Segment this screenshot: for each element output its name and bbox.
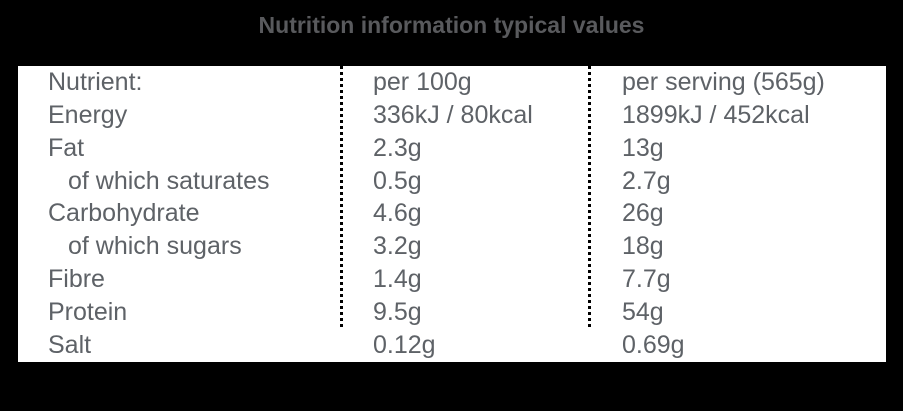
nutrient-cell: Protein (48, 298, 128, 327)
table-row: Fat 2.3g 13g (18, 132, 886, 165)
table-row: of which saturates 0.5g 2.7g (18, 165, 886, 198)
per-100g-cell: 336kJ / 80kcal (373, 100, 533, 129)
per-serving-cell: 26g (622, 199, 664, 228)
per-100g-cell: 1.4g (373, 265, 422, 294)
nutrient-cell: of which saturates (68, 166, 270, 195)
table-header-row: Nutrient: per 100g per serving (565g) (18, 66, 886, 99)
column-header-nutrient: Nutrient: (48, 67, 143, 96)
column-divider-dotted-1 (340, 66, 343, 329)
per-serving-cell: 1899kJ / 452kcal (622, 100, 810, 129)
per-100g-cell: 0.12g (373, 330, 436, 359)
table-row: Salt 0.12g 0.69g (18, 329, 886, 362)
per-serving-cell: 0.69g (622, 330, 685, 359)
nutrient-cell: Fat (48, 133, 85, 162)
nutrient-cell: Fibre (48, 265, 105, 294)
per-100g-cell: 0.5g (373, 166, 422, 195)
column-header-per-100g: per 100g (373, 67, 472, 96)
table-row: Fibre 1.4g 7.7g (18, 263, 886, 296)
per-serving-cell: 54g (622, 298, 664, 327)
column-header-per-serving: per serving (565g) (622, 67, 825, 96)
table-row: of which sugars 3.2g 18g (18, 230, 886, 263)
nutrient-cell: Carbohydrate (48, 199, 200, 228)
table-row: Carbohydrate 4.6g 26g (18, 198, 886, 231)
per-100g-cell: 3.2g (373, 232, 422, 261)
nutrient-cell: Energy (48, 100, 128, 129)
table-row: Protein 9.5g 54g (18, 296, 886, 329)
per-serving-cell: 18g (622, 232, 664, 261)
per-serving-cell: 13g (622, 133, 664, 162)
nutrient-cell: of which sugars (68, 232, 242, 261)
column-divider-dotted-2 (588, 66, 591, 329)
per-100g-cell: 9.5g (373, 298, 422, 327)
nutrition-table: Nutrient: per 100g per serving (565g) En… (18, 66, 886, 362)
nutrient-cell: Salt (48, 330, 92, 359)
table-body: Nutrient: per 100g per serving (565g) En… (18, 66, 886, 362)
per-100g-cell: 2.3g (373, 133, 422, 162)
table-row: Energy 336kJ / 80kcal 1899kJ / 452kcal (18, 99, 886, 132)
page-title: Nutrition information typical values (258, 12, 645, 38)
per-serving-cell: 7.7g (622, 265, 671, 294)
per-100g-cell: 4.6g (373, 199, 422, 228)
per-serving-cell: 2.7g (622, 166, 671, 195)
